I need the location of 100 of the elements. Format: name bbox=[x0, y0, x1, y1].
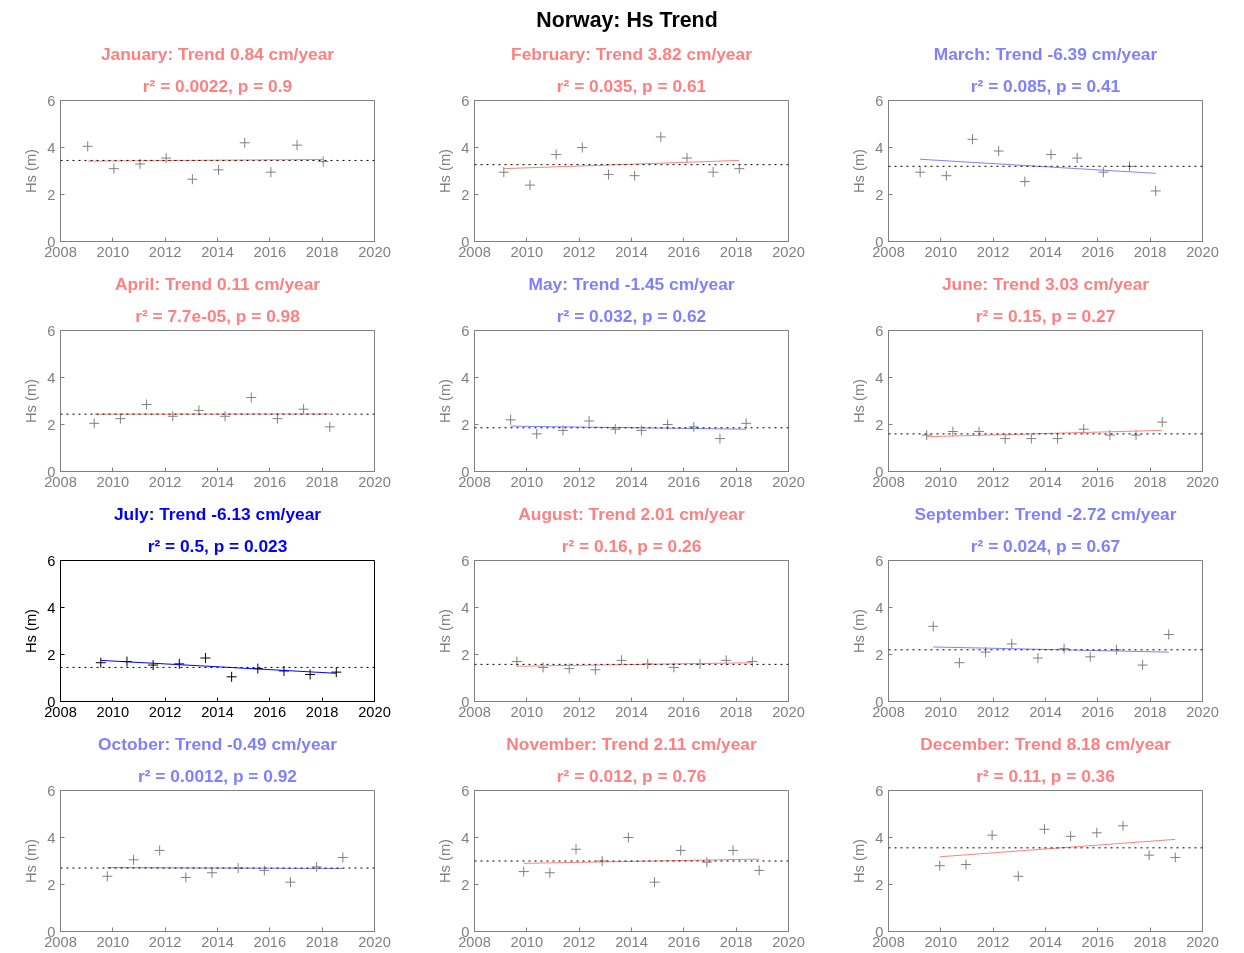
x-tick-label: 2018 bbox=[719, 243, 753, 260]
x-tick-label: 2018 bbox=[305, 473, 339, 490]
x-tick-label: 2016 bbox=[253, 933, 287, 950]
y-tick-label: 6 bbox=[47, 322, 56, 339]
x-tick-label: 2010 bbox=[924, 243, 958, 260]
x-tick-label: 2018 bbox=[1133, 243, 1167, 260]
y-tick-label: 6 bbox=[461, 322, 470, 339]
y-axis-title: Hs (m) bbox=[437, 379, 454, 423]
y-tick-label: 2 bbox=[875, 416, 884, 433]
x-tick-label: 2016 bbox=[1081, 473, 1115, 490]
x-tick-label: 2020 bbox=[772, 243, 805, 260]
y-tick-label: 6 bbox=[875, 92, 884, 109]
y-tick-label: 2 bbox=[47, 646, 56, 663]
x-tick-label: 2010 bbox=[924, 473, 958, 490]
y-tick-label: 4 bbox=[875, 369, 884, 386]
chart-subtitle: r² = 0.0012, p = 0.92 bbox=[138, 765, 297, 786]
chart-title: February: Trend 3.82 cm/year bbox=[511, 43, 753, 64]
x-tick-label: 2016 bbox=[1081, 243, 1115, 260]
x-tick-label: 2012 bbox=[148, 703, 182, 720]
chart-title: January: Trend 0.84 cm/year bbox=[100, 43, 335, 64]
x-tick-label: 2012 bbox=[562, 933, 596, 950]
y-tick-label: 6 bbox=[47, 782, 56, 799]
chart-title: August: Trend 2.01 cm/year bbox=[518, 503, 745, 524]
y-tick-label: 6 bbox=[875, 552, 884, 569]
x-tick-label: 2014 bbox=[201, 243, 234, 260]
x-tick-label: 2016 bbox=[667, 473, 701, 490]
chart-title: March: Trend -6.39 cm/year bbox=[933, 43, 1158, 64]
x-tick-label: 2020 bbox=[1186, 243, 1219, 260]
y-tick-label: 6 bbox=[461, 552, 470, 569]
chart-title: June: Trend 3.03 cm/year bbox=[941, 273, 1150, 294]
y-axis-title: Hs (m) bbox=[23, 379, 40, 423]
chart-subtitle: r² = 0.5, p = 0.023 bbox=[147, 535, 288, 556]
x-tick-label: 2016 bbox=[667, 703, 701, 720]
x-tick-label: 2016 bbox=[667, 933, 701, 950]
y-tick-label: 6 bbox=[875, 322, 884, 339]
y-tick-label: 2 bbox=[47, 416, 56, 433]
y-axis-title: Hs (m) bbox=[437, 609, 454, 653]
x-tick-label: 2014 bbox=[615, 933, 648, 950]
y-tick-label: 2 bbox=[875, 646, 884, 663]
x-tick-label: 2010 bbox=[924, 703, 958, 720]
chart-subtitle: r² = 0.024, p = 0.67 bbox=[970, 535, 1121, 556]
y-tick-label: 4 bbox=[875, 599, 884, 616]
y-tick-label: 2 bbox=[461, 416, 470, 433]
x-tick-label: 2014 bbox=[1029, 243, 1062, 260]
x-tick-label: 2020 bbox=[358, 933, 391, 950]
y-tick-label: 2 bbox=[47, 186, 56, 203]
x-tick-label: 2010 bbox=[510, 473, 544, 490]
y-tick-label: 6 bbox=[461, 782, 470, 799]
chart-title: October: Trend -0.49 cm/year bbox=[98, 733, 338, 754]
x-tick-label: 2020 bbox=[772, 933, 805, 950]
y-tick-label: 4 bbox=[461, 829, 470, 846]
x-tick-label: 2012 bbox=[562, 473, 596, 490]
x-tick-label: 2010 bbox=[96, 703, 130, 720]
x-tick-label: 2018 bbox=[305, 703, 339, 720]
x-tick-label: 2020 bbox=[1186, 933, 1219, 950]
x-tick-label: 2020 bbox=[358, 473, 391, 490]
y-tick-label: 2 bbox=[875, 876, 884, 893]
x-tick-label: 2010 bbox=[510, 703, 544, 720]
y-tick-label: 2 bbox=[461, 646, 470, 663]
x-tick-label: 2018 bbox=[1133, 703, 1167, 720]
text: Norway: Hs Trend bbox=[536, 7, 718, 34]
x-tick-label: 2012 bbox=[562, 243, 596, 260]
x-tick-label: 2014 bbox=[615, 243, 648, 260]
x-tick-label: 2012 bbox=[562, 703, 596, 720]
chart-subtitle: r² = 0.085, p = 0.41 bbox=[970, 75, 1121, 96]
chart-title: April: Trend 0.11 cm/year bbox=[114, 273, 321, 294]
x-tick-label: 2014 bbox=[615, 473, 648, 490]
y-tick-label: 4 bbox=[47, 829, 56, 846]
y-tick-label: 2 bbox=[875, 186, 884, 203]
chart-subtitle: r² = 0.15, p = 0.27 bbox=[975, 305, 1116, 326]
x-tick-label: 2020 bbox=[772, 703, 805, 720]
x-tick-label: 2012 bbox=[148, 243, 182, 260]
x-tick-label: 2014 bbox=[201, 473, 234, 490]
x-tick-label: 2020 bbox=[772, 473, 805, 490]
y-tick-label: 4 bbox=[461, 599, 470, 616]
y-tick-label: 4 bbox=[47, 369, 56, 386]
x-tick-label: 2012 bbox=[976, 933, 1010, 950]
x-tick-label: 2018 bbox=[719, 933, 753, 950]
y-tick-label: 6 bbox=[461, 92, 470, 109]
x-tick-label: 2018 bbox=[305, 243, 339, 260]
x-tick-label: 2020 bbox=[1186, 703, 1219, 720]
chart-subtitle: r² = 0.0022, p = 0.9 bbox=[142, 75, 293, 96]
chart-subtitle: r² = 7.7e-05, p = 0.98 bbox=[135, 305, 301, 326]
y-tick-label: 6 bbox=[47, 552, 56, 569]
chart-subtitle: r² = 0.11, p = 0.36 bbox=[976, 765, 1116, 786]
x-tick-label: 2014 bbox=[201, 703, 234, 720]
x-tick-label: 2010 bbox=[96, 473, 130, 490]
x-tick-label: 2010 bbox=[96, 243, 130, 260]
chart-title: July: Trend -6.13 cm/year bbox=[113, 503, 322, 524]
chart-subtitle: r² = 0.032, p = 0.62 bbox=[556, 305, 707, 326]
x-tick-label: 2014 bbox=[615, 703, 648, 720]
y-axis-title: Hs (m) bbox=[23, 609, 40, 653]
x-tick-label: 2012 bbox=[976, 243, 1010, 260]
x-tick-label: 2012 bbox=[148, 933, 182, 950]
y-tick-label: 4 bbox=[461, 139, 470, 156]
x-tick-label: 2012 bbox=[976, 473, 1010, 490]
x-tick-label: 2020 bbox=[1186, 473, 1219, 490]
x-tick-label: 2010 bbox=[510, 933, 544, 950]
y-tick-label: 2 bbox=[461, 186, 470, 203]
x-tick-label: 2016 bbox=[253, 703, 287, 720]
